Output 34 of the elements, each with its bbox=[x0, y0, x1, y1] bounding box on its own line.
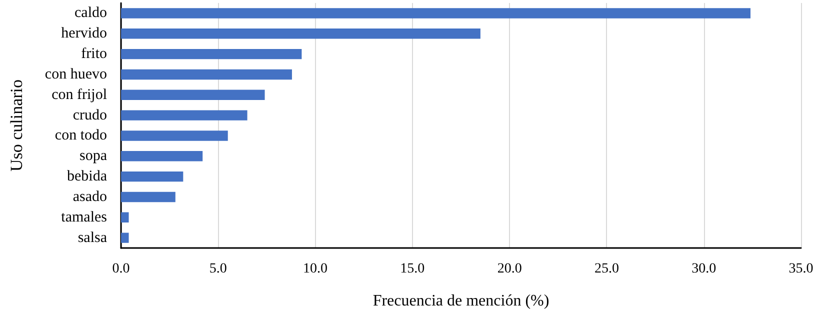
bar bbox=[121, 151, 203, 162]
y-tick-label: caldo bbox=[74, 5, 107, 22]
bar bbox=[121, 212, 129, 222]
bar bbox=[121, 130, 228, 141]
x-tick-label: 35.0 bbox=[788, 262, 814, 276]
x-tick-label: 5.0 bbox=[209, 262, 227, 276]
x-tick-label: 25.0 bbox=[594, 262, 619, 276]
bar bbox=[121, 69, 292, 80]
bar bbox=[121, 171, 184, 182]
bar bbox=[121, 48, 302, 60]
x-tick-label: 0.0 bbox=[112, 262, 130, 276]
y-tick-label: tamales bbox=[61, 209, 108, 226]
bar bbox=[121, 90, 265, 100]
y-axis-title: Uso culinario bbox=[7, 79, 26, 172]
y-tick-label: bebida bbox=[67, 168, 108, 185]
y-tick-label: con todo bbox=[54, 128, 107, 144]
y-tick-label: con frijol bbox=[52, 86, 107, 103]
y-tick-label: crudo bbox=[72, 107, 107, 124]
y-tick-label: sopa bbox=[80, 148, 108, 164]
y-tick-label: hervido bbox=[61, 26, 107, 42]
x-tick-label: 15.0 bbox=[400, 262, 425, 276]
bar bbox=[121, 8, 750, 18]
bar bbox=[121, 28, 480, 39]
x-tick-label: 20.0 bbox=[497, 262, 522, 276]
bar bbox=[121, 192, 176, 202]
y-tick-label: frito bbox=[81, 46, 107, 62]
y-tick-label: salsa bbox=[78, 230, 108, 246]
bar bbox=[121, 110, 248, 120]
y-tick-label: asado bbox=[72, 188, 107, 205]
bar bbox=[121, 232, 129, 243]
x-tick-label: 10.0 bbox=[303, 262, 328, 276]
x-axis-title: Frecuencia de mención (%) bbox=[372, 292, 550, 310]
y-tick-label: con huevo bbox=[44, 66, 107, 82]
x-tick-label: 30.0 bbox=[692, 262, 716, 276]
